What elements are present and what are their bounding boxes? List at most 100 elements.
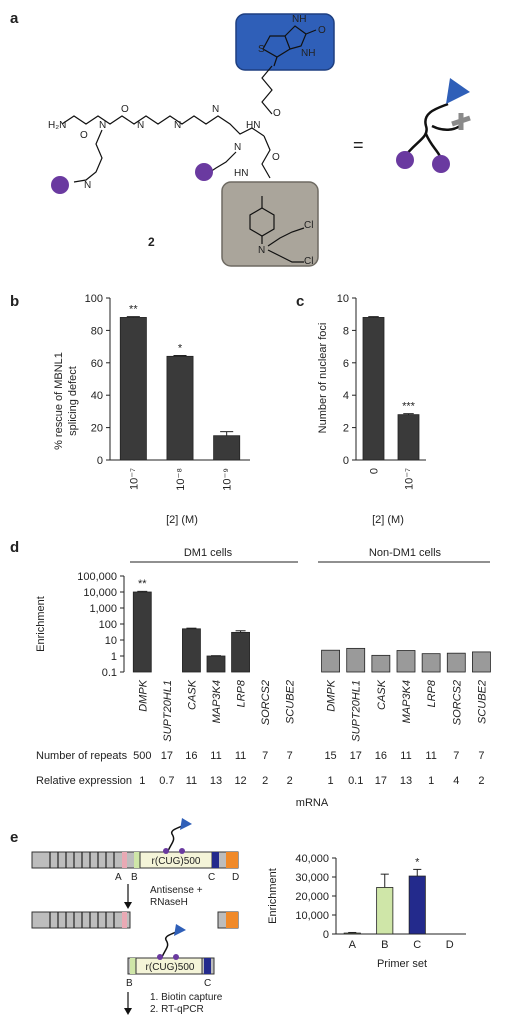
- chart-d: Enrichment Number of repeats Relative ex…: [35, 571, 491, 809]
- y-tick-label: 1: [111, 651, 117, 663]
- x-tick-label: SORCS2: [451, 680, 463, 725]
- y-tick-label: 2: [343, 423, 349, 435]
- repeat-count: 500: [133, 750, 151, 762]
- bar: [446, 652, 466, 673]
- y-tick-label: 20: [91, 423, 103, 435]
- mustard-o: O: [272, 152, 280, 163]
- mrna-construct-full: [31, 851, 239, 869]
- d-xlabel: mRNA: [296, 797, 329, 809]
- relative-expression-value: 2: [287, 775, 293, 787]
- bar: [119, 317, 147, 461]
- arrow-step1-head: [124, 902, 132, 909]
- purple-ball-left: [51, 176, 69, 194]
- b-ylabel-line1: % rescue of MBNL1: [53, 352, 65, 450]
- y-tick-label: 100: [85, 293, 103, 305]
- purple-ball-right: [195, 163, 213, 181]
- y-tick-label: 0: [323, 929, 329, 941]
- bar: [362, 317, 385, 461]
- x-tick-label: 10⁻⁹: [222, 468, 234, 491]
- step1-line2: RNaseH: [150, 897, 188, 908]
- x-tick-label: SUPT20HL1: [162, 680, 174, 742]
- relative-expression-value: 2: [478, 775, 484, 787]
- bar: [166, 355, 194, 461]
- site-b-label-2: B: [126, 978, 133, 989]
- repeat-count: 17: [350, 750, 362, 762]
- x-tick-label: SORCS2: [260, 680, 272, 725]
- site-c-label: C: [208, 872, 215, 883]
- y-tick-label: 8: [343, 325, 349, 337]
- repeat-count: 7: [287, 750, 293, 762]
- bar: [132, 591, 152, 673]
- chart-b: % rescue of MBNL1 splicing defect [2] (M…: [53, 293, 250, 526]
- compound-on-rna-2: [157, 924, 186, 960]
- x-tick-label: 10⁻⁷: [128, 468, 140, 490]
- relative-expression-value: 13: [210, 775, 222, 787]
- bar: [408, 875, 426, 935]
- repeat-count: 16: [375, 750, 387, 762]
- relative-expression-value: 1: [139, 775, 145, 787]
- x-tick-label: B: [381, 939, 388, 951]
- repeat-count: 7: [453, 750, 459, 762]
- site-a-label: A: [115, 872, 122, 883]
- captured-fragment: [127, 957, 215, 975]
- significance-mark: *: [415, 856, 420, 868]
- x-tick-label: DMPK: [326, 679, 338, 711]
- x-tick-label: 0: [369, 468, 381, 474]
- bar: [346, 647, 366, 673]
- right-side-chain: [209, 151, 237, 173]
- step2-line2: 2. RT-qPCR: [150, 1004, 204, 1015]
- bar: [371, 654, 391, 673]
- step2-line1: 1. Biotin capture: [150, 992, 223, 1003]
- y-tick-label: 1,000: [89, 603, 117, 615]
- x-tick-label: CASK: [186, 679, 198, 710]
- x-tick-label: 10⁻⁸: [175, 468, 187, 491]
- d-row1-label: Number of repeats: [36, 750, 128, 762]
- relative-expression-value: 4: [453, 775, 459, 787]
- equals-sign: =: [353, 135, 364, 155]
- significance-mark: **: [129, 304, 138, 316]
- site-b-label: B: [131, 872, 138, 883]
- biotin-hn: NH: [301, 48, 315, 59]
- relative-expression-value: 2: [262, 775, 268, 787]
- left-side-chain: [73, 129, 103, 183]
- significance-mark: **: [138, 578, 147, 590]
- atom-n3: N: [174, 120, 181, 131]
- significance-mark: *: [178, 343, 183, 355]
- compound-on-rna-1: [163, 818, 192, 854]
- relative-expression-value: 0.7: [159, 775, 174, 787]
- atom-o2: O: [121, 104, 129, 115]
- compound-number: 2: [148, 235, 155, 249]
- x-tick-label: LRP8: [426, 679, 438, 707]
- biotin-o: O: [318, 25, 326, 36]
- cleaved-fragment-5prime: [31, 911, 131, 929]
- chlorambucil-structure: [249, 196, 305, 263]
- y-tick-label: 80: [91, 325, 103, 337]
- atom-n6: N: [84, 180, 91, 191]
- y-tick-label: 10,000: [295, 910, 329, 922]
- relative-expression-value: 1: [328, 775, 334, 787]
- d-group2-label: Non-DM1 cells: [369, 547, 442, 559]
- y-tick-label: 4: [343, 390, 349, 402]
- x-tick-label: A: [349, 939, 357, 951]
- panel-c-label: c: [296, 293, 304, 310]
- biotin-linker: [261, 65, 273, 115]
- significance-mark: ***: [402, 401, 416, 413]
- repeat-count: 7: [262, 750, 268, 762]
- x-tick-label: MAP3K4: [401, 680, 413, 723]
- atom-n5: N: [234, 142, 241, 153]
- x-tick-label: D: [446, 939, 454, 951]
- chart-c: Number of nuclear foci [2] (M) 0 2 4 6 8 10 0 *…: [317, 293, 426, 526]
- repeat-count: 11: [425, 750, 436, 762]
- relative-expression-value: 1: [428, 775, 434, 787]
- bar: [206, 655, 226, 673]
- site-c-label-2: C: [204, 978, 211, 989]
- y-tick-label: 60: [91, 358, 103, 370]
- bar: [343, 932, 361, 935]
- atom-n2: N: [137, 120, 144, 131]
- x-tick-label: SCUBE2: [285, 680, 297, 724]
- c-xlabel: [2] (M): [372, 514, 404, 526]
- relative-expression-value: 0.1: [348, 775, 363, 787]
- atom-h2n: H₂N: [48, 120, 66, 131]
- bar: [421, 653, 441, 673]
